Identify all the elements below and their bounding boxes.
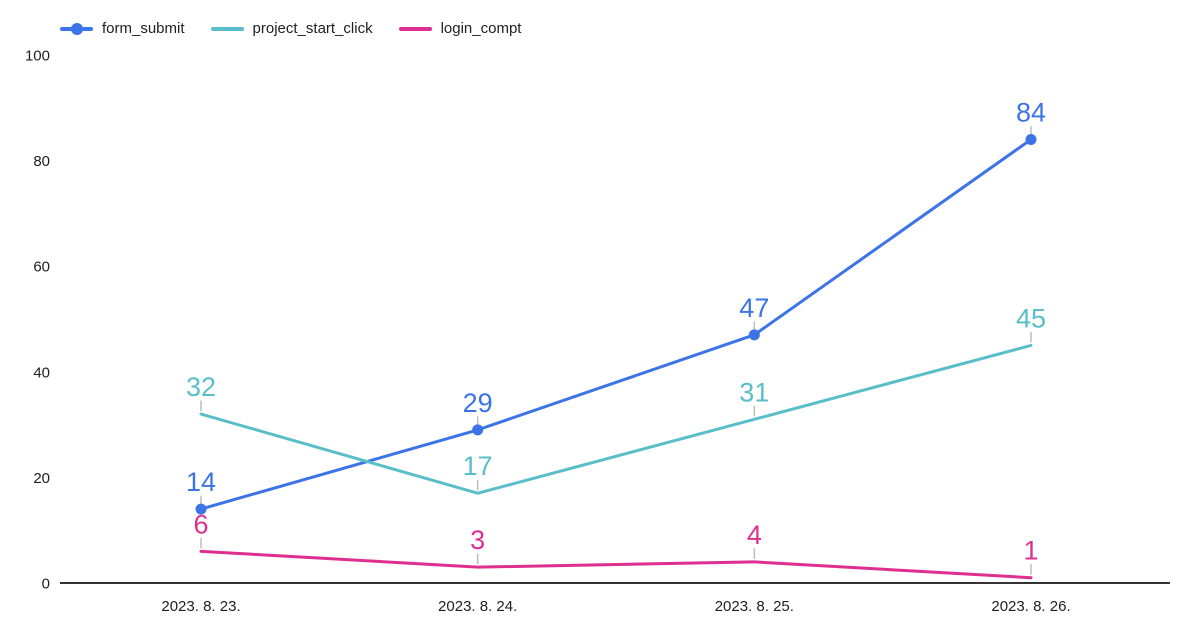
series-line-form_submit — [199, 137, 1033, 511]
legend-item-login-compt[interactable]: login_compt — [398, 20, 522, 37]
legend-marker-line-icon — [210, 26, 244, 31]
y-axis-tick-label: 20 — [33, 470, 50, 487]
data-value-label-login_compt: 6 — [193, 509, 208, 539]
y-axis-tick-label: 0 — [42, 576, 50, 593]
data-value-label-form_submit: 84 — [1016, 97, 1046, 127]
data-point-form_submit[interactable] — [195, 503, 207, 515]
data-value-label-login_compt: 4 — [747, 520, 762, 550]
data-value-label-login_compt: 3 — [470, 525, 485, 555]
data-value-label-project_start_click: 45 — [1016, 303, 1046, 333]
data-point-form_submit[interactable] — [748, 329, 760, 341]
y-axis-tick-label: 40 — [33, 364, 50, 381]
series-line-project_start_click — [199, 343, 1033, 495]
legend-marker-line-icon — [398, 26, 432, 31]
legend-label: project_start_click — [252, 20, 373, 37]
series-line-login_compt — [199, 549, 1033, 580]
data-value-label-project_start_click: 31 — [739, 377, 769, 407]
data-value-label-login_compt: 1 — [1023, 536, 1038, 566]
legend-label: form_submit — [102, 20, 185, 37]
data-value-label-project_start_click: 32 — [186, 372, 216, 402]
data-point-form_submit[interactable] — [1025, 133, 1037, 145]
x-axis-tick-label: 2023. 8. 26. — [991, 598, 1070, 615]
data-value-label-form_submit: 14 — [186, 467, 216, 497]
y-axis-tick-label: 100 — [25, 48, 50, 65]
x-axis-tick-label: 2023. 8. 23. — [161, 598, 240, 615]
data-value-label-project_start_click: 17 — [463, 451, 493, 481]
legend-marker-line-dot-icon — [60, 22, 93, 35]
x-axis-tick-label: 2023. 8. 25. — [715, 598, 794, 615]
y-axis-tick-label: 80 — [33, 153, 50, 170]
chart-legend: form_submit project_start_click login_co… — [60, 20, 521, 37]
legend-item-form-submit[interactable]: form_submit — [60, 20, 185, 37]
data-value-label-form_submit: 47 — [739, 293, 769, 323]
y-axis-tick-label: 60 — [33, 259, 50, 276]
legend-label: login_compt — [440, 20, 522, 37]
legend-item-project-start-click[interactable]: project_start_click — [210, 20, 373, 37]
x-axis-tick-label: 2023. 8. 24. — [438, 598, 517, 615]
data-value-label-form_submit: 29 — [463, 388, 493, 418]
data-point-form_submit[interactable] — [472, 424, 484, 436]
